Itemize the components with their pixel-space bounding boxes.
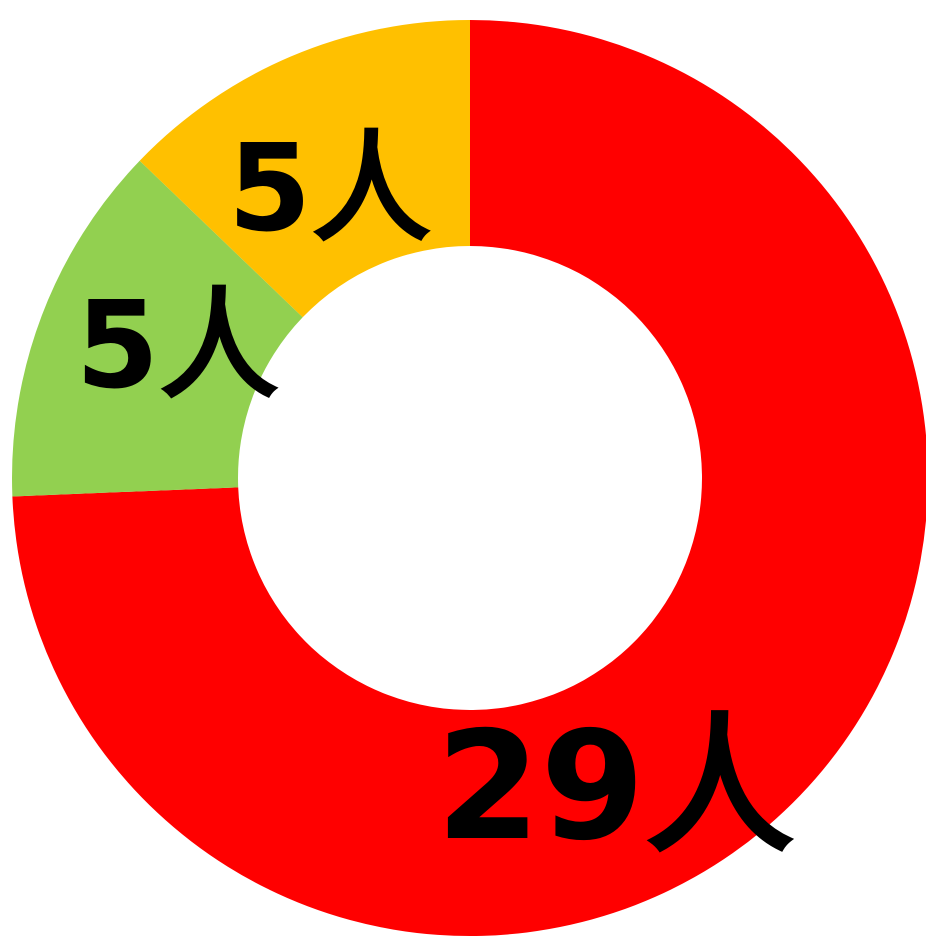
slice-label-0: 29人 [436,700,795,874]
slices-layer [11,20,926,936]
labels-layer: 29人 5人 5人 [76,120,795,874]
slice-label-2: 5人 [228,120,432,259]
slice-2 [139,20,471,318]
slice-0 [12,20,926,936]
slice-1 [11,160,303,497]
slice-label-1: 5人 [76,277,280,416]
